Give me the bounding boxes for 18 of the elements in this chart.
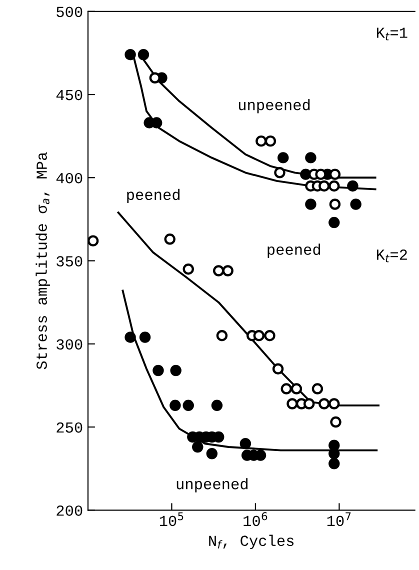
y-tick-label: 350 <box>56 256 82 266</box>
y-tick-label: 450 <box>56 90 82 100</box>
annotation: unpeened <box>238 99 310 114</box>
annotation: peened <box>268 244 320 258</box>
annotation: peened <box>127 188 180 204</box>
x-axis-title: N$_{f}$, Cycles <box>209 534 294 550</box>
y-tick-label: 400 <box>56 172 82 184</box>
x-tick-label: 10$^{6}$ <box>244 512 268 526</box>
y-tick-label: 250 <box>56 422 82 433</box>
annotation: K$_{t}$=2 <box>376 250 407 262</box>
x-tick-label: 10$^{5}$ <box>160 512 184 526</box>
x-tick-label: 10$^{7}$ <box>327 512 351 526</box>
annotation: unpeened <box>176 478 248 492</box>
y-tick-label: 500 <box>56 6 82 18</box>
y-tick-label: 300 <box>56 339 82 350</box>
y-tick-label: 200 <box>56 505 82 516</box>
y-axis-title: Stress amplitude σ$_{a}$, MPa <box>36 152 50 370</box>
annotation: K$_{t}$=1 <box>376 28 408 40</box>
